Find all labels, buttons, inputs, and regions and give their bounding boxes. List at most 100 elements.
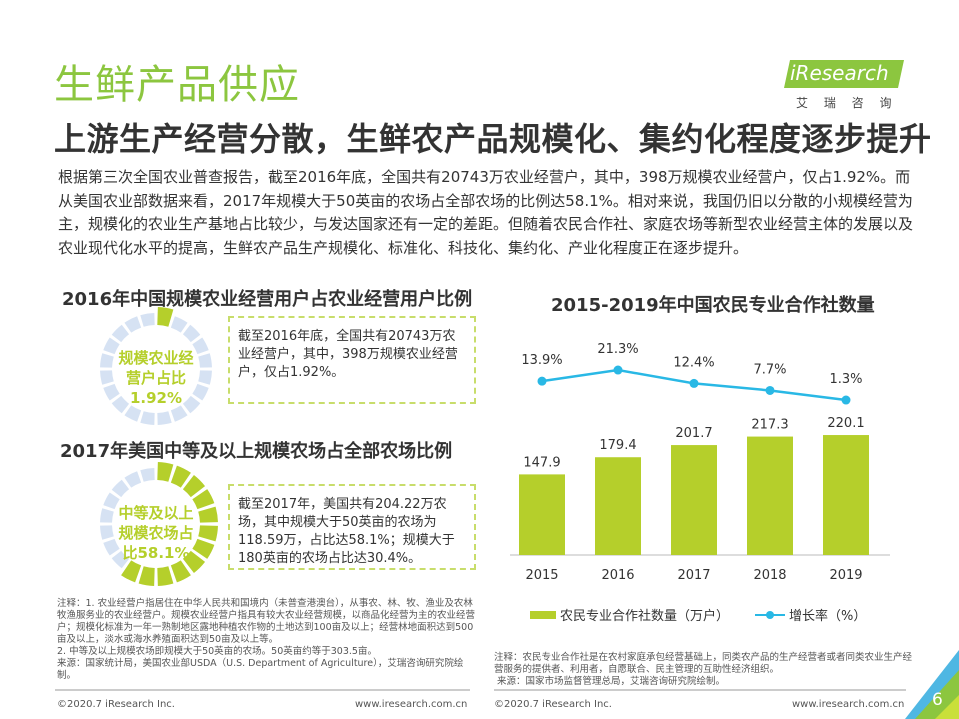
donut1-title: 2016年中国规模农业经营用户占农业经营用户比例 [62, 289, 473, 310]
left-note-source: 来源：国家统计局，美国农业部USDA（U.S. Department of Ag… [57, 658, 464, 681]
donut-segment-empty [157, 411, 172, 425]
bar-2015 [519, 474, 565, 555]
donut-segment-empty [100, 353, 114, 368]
cooperatives-chart: 147.9 2015 179.4 2016 201.7 2017 217.3 2018 220.… [510, 342, 890, 583]
donut-segment-empty [100, 508, 114, 523]
x-tick-label: 2015 [525, 568, 558, 583]
donut-segment-empty [140, 313, 155, 327]
donut-segment-filled [198, 506, 218, 523]
left-note-1: 注释：1. 农业经营户指居住在中华人民共和国境内（未普查港澳台），从事农、林、牧… [57, 598, 476, 645]
growth-point [613, 365, 623, 375]
donut-segment-empty [100, 525, 114, 540]
donut-segment-empty [140, 411, 155, 425]
bar-2016 [595, 457, 641, 555]
donut-segment-empty [124, 316, 142, 333]
bar-label: 217.3 [751, 418, 788, 433]
right-note-source: 来源：国家市场监督管理总局，艾瑞咨询研究院绘制。 [497, 676, 726, 687]
chart-legend: 农民专业合作社数量（万户） 增长率（%） [530, 605, 866, 624]
chart-title: 2015-2019年中国农民专业合作社数量 [551, 295, 875, 316]
iresearch-logo: iResearch 艾 瑞 咨 询 [782, 56, 907, 116]
footer-url-right[interactable]: www.iresearch.com.cn [792, 699, 905, 710]
donut-chart-usa [100, 462, 218, 586]
x-tick-label: 2019 [829, 568, 862, 583]
logo-subtext: 艾 瑞 咨 询 [796, 96, 898, 110]
legend-bar-label: 农民专业合作社数量（万户） [560, 609, 730, 624]
donut-segment-empty [100, 370, 114, 385]
growth-label: 12.4% [673, 355, 714, 370]
donut-segment-empty [170, 316, 188, 333]
page-subtitle: 上游生产经营分散，生鲜农产品规模化、集约化程度逐步提升 [54, 120, 932, 158]
donut-segment-filled [157, 566, 174, 586]
page-title: 生鲜产品供应 [54, 62, 300, 108]
left-note-2: 2. 中等及以上规模农场即规模大于50英亩的农场。50英亩约等于303.5亩。 [57, 646, 377, 657]
growth-label: 21.3% [597, 342, 638, 357]
donut-segment-empty [103, 337, 120, 355]
growth-point [765, 385, 775, 395]
donut-segment-empty [182, 395, 201, 414]
donut-segment-empty [103, 383, 120, 401]
donut-segment-empty [140, 468, 155, 482]
donut-segment-empty [111, 550, 130, 569]
corner-decoration [905, 650, 959, 719]
growth-point [689, 378, 699, 388]
footer-url-left[interactable]: www.iresearch.com.cn [355, 699, 468, 710]
donut-segment-empty [182, 324, 201, 343]
footer-divider-left [55, 689, 470, 691]
donut-segment-empty [170, 405, 188, 422]
donut1-label: 规模农业经营户占比1.92% [118, 349, 194, 407]
right-note-1: 注释：农民专业合作社是在农村家庭承包经营基础上，同类农产品的生产经营者或者同类农… [494, 652, 913, 675]
growth-label: 13.9% [521, 353, 562, 368]
intro-paragraph: 根据第三次全国农业普查报告，截至2016年底，全国共有20743万农业经营户，其… [58, 168, 914, 257]
donut1-textbox: 截至2016年底，全国共有20743万农业经营户，其中，398万规模农业经营户，… [228, 316, 476, 404]
donut-segment-filled [198, 525, 218, 542]
donut-segment-empty [198, 370, 212, 385]
donut-segment-filled [138, 566, 155, 586]
growth-label: 7.7% [753, 362, 786, 377]
donut-segment-filled [121, 560, 142, 583]
donut-chart-china [100, 307, 212, 425]
bar-2018 [747, 436, 793, 555]
logo-text: iResearch [790, 61, 889, 85]
page-number: 6 [932, 690, 943, 710]
donut2-textbox: 截至2017年，美国共有204.22万农场，其中规模大于50英亩的农场为118.… [228, 484, 476, 570]
donut-segment-empty [124, 471, 142, 488]
donut1-text: 截至2016年底，全国共有20743万农业经营户，其中，398万规模农业经营户，… [238, 329, 458, 380]
legend-line-swatch [755, 610, 786, 619]
donut-segment-filled [182, 550, 206, 574]
donut-segment-empty [192, 337, 209, 355]
donut-segment-empty [111, 479, 130, 498]
donut-segment-empty [103, 538, 120, 556]
bar-label: 220.1 [827, 416, 864, 431]
donut-segment-filled [157, 462, 174, 482]
donut-segment-empty [124, 405, 142, 422]
donut-segment-filled [182, 474, 206, 498]
legend-line-label: 增长率（%） [789, 609, 867, 624]
donut2-text: 截至2017年，美国共有204.22万农场，其中规模大于50英亩的农场为118.… [238, 497, 455, 566]
donut-segment-filled [192, 489, 215, 510]
donut-segment-empty [103, 492, 120, 510]
bar-label: 179.4 [599, 438, 636, 453]
donut-segment-empty [111, 395, 130, 414]
donut-segment-filled [157, 307, 174, 327]
donut-segment-empty [192, 383, 209, 401]
donut-segment-filled [170, 560, 191, 583]
right-notes: 注释：农民专业合作社是在农村家庭承包经营基础上，同类农产品的生产经营者或者同类农… [494, 652, 914, 688]
donut-segment-empty [111, 324, 130, 343]
footer-copyright-left: ©2020.7 iResearch Inc. [57, 699, 175, 710]
x-tick-label: 2017 [677, 568, 710, 583]
donut-segment-filled [170, 465, 191, 488]
donut-segment-filled [192, 538, 215, 559]
x-tick-label: 2018 [753, 568, 786, 583]
growth-label: 1.3% [829, 372, 862, 387]
left-notes: 注释：1. 农业经营户指居住在中华人民共和国境内（未普查港澳台），从事农、林、牧… [57, 598, 475, 682]
donut2-title: 2017年美国中等及以上规模农场占全部农场比例 [60, 441, 453, 462]
growth-point [537, 376, 547, 386]
legend-bar-swatch [530, 610, 556, 619]
bar-2019 [823, 435, 869, 555]
x-tick-label: 2016 [601, 568, 634, 583]
footer-copyright-right: ©2020.7 iResearch Inc. [494, 699, 612, 710]
footer-divider-right [494, 689, 906, 691]
bar-label: 201.7 [675, 426, 712, 441]
bar-2017 [671, 445, 717, 555]
donut-segment-empty [198, 353, 212, 368]
